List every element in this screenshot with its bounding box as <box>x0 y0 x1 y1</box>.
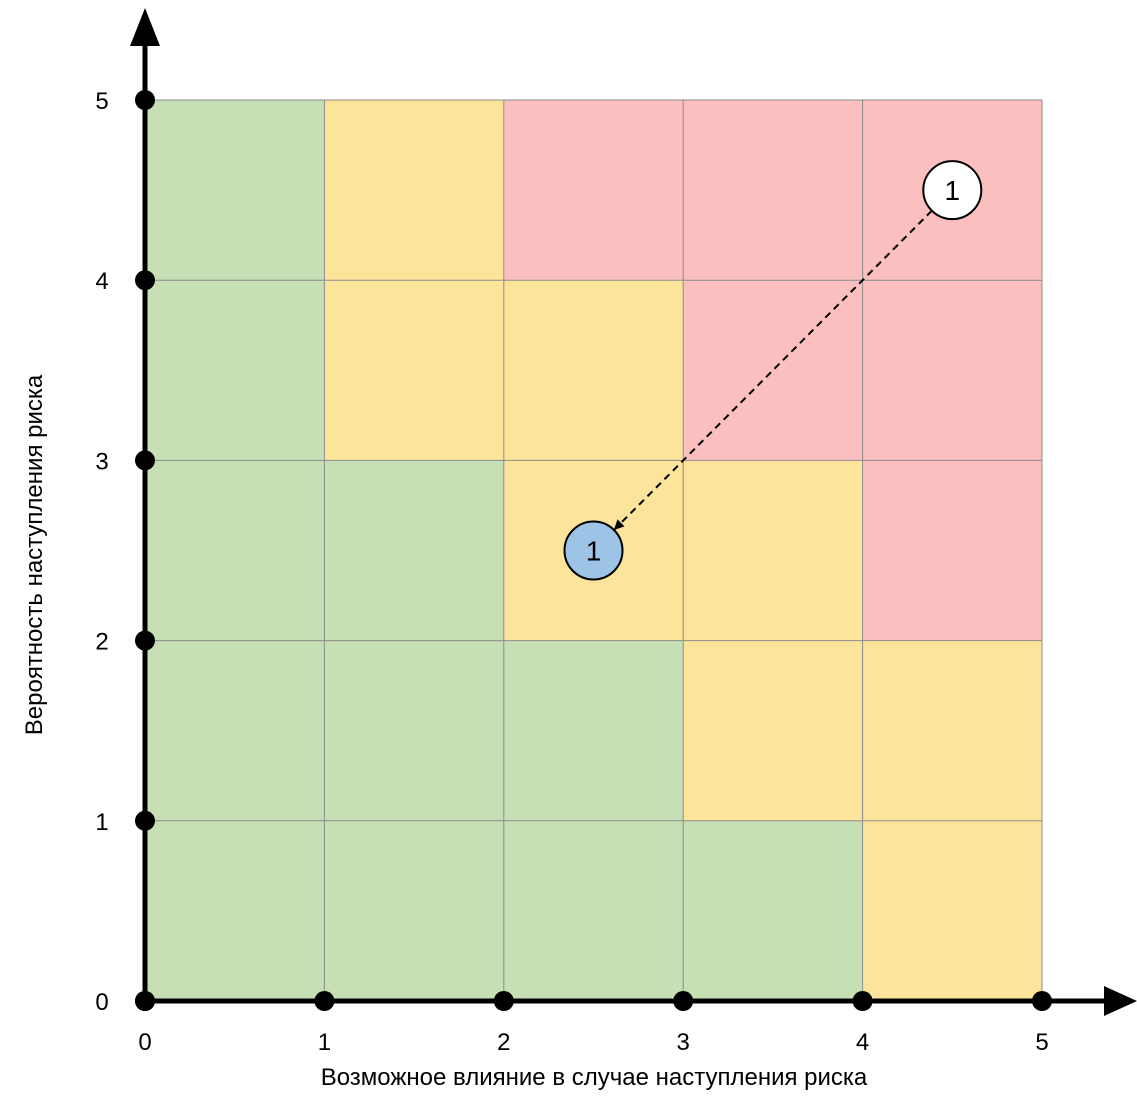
y-tick-label: 5 <box>95 88 108 115</box>
x-tick-label: 2 <box>497 1029 510 1056</box>
cell-red <box>862 460 1042 641</box>
x-tick-label: 0 <box>138 1029 151 1056</box>
x-tick-label: 4 <box>856 1029 869 1056</box>
y-tick-dot <box>135 991 155 1011</box>
risk-cells <box>145 100 1042 1001</box>
cell-red <box>862 280 1042 461</box>
cell-green <box>145 640 325 821</box>
x-tick-dot <box>852 991 873 1011</box>
cell-yellow <box>324 280 504 461</box>
y-axis-arrowhead <box>130 8 160 46</box>
x-axis-arrowhead <box>1104 986 1137 1016</box>
x-tick-label: 1 <box>318 1029 331 1056</box>
cell-green <box>145 100 325 281</box>
transition-arrow-layer <box>613 209 933 530</box>
cell-green <box>145 280 325 461</box>
tick-labels: 0 1 2 3 4 5 0 1 2 3 4 5 <box>95 88 1048 1056</box>
x-tick-label: 5 <box>1035 1029 1048 1056</box>
cell-yellow <box>324 100 504 281</box>
y-tick-dot <box>135 810 155 831</box>
y-tick-label: 0 <box>95 989 108 1016</box>
transition-arrow <box>613 209 933 530</box>
cell-green <box>683 820 863 1001</box>
risk-markers: 11 <box>563 160 983 581</box>
cell-green <box>503 640 684 821</box>
x-tick-dot <box>673 991 694 1011</box>
y-tick-label: 1 <box>95 809 108 836</box>
y-tick-label: 4 <box>95 268 108 295</box>
axes <box>130 8 1137 1016</box>
cell-yellow <box>683 460 863 641</box>
cell-red <box>503 100 684 281</box>
grid-lines <box>144 99 1043 1002</box>
y-tick-dot <box>135 270 155 291</box>
cell-yellow <box>503 280 684 461</box>
cell-red <box>683 280 863 461</box>
cell-green <box>503 820 684 1001</box>
risk-marker-label: 1 <box>945 175 961 206</box>
y-tick-dot <box>135 90 155 110</box>
y-axis-title: Вероятность наступления риска <box>21 374 48 735</box>
x-axis-title: Возможное влияние в случае наступления р… <box>321 1064 868 1091</box>
y-tick-dot <box>135 450 155 471</box>
risk-marker-label: 1 <box>586 536 602 567</box>
cell-red <box>683 100 863 281</box>
cell-green <box>324 640 504 821</box>
y-tick-label: 3 <box>95 448 108 475</box>
cell-yellow <box>862 820 1042 1001</box>
cell-yellow <box>862 640 1042 821</box>
cell-green <box>324 460 504 641</box>
x-tick-dot <box>493 991 514 1011</box>
x-tick-label: 3 <box>677 1029 690 1056</box>
risk-marker-after: 1 <box>563 520 624 581</box>
y-tick-label: 2 <box>95 629 108 656</box>
cell-green <box>324 820 504 1001</box>
y-tick-dot <box>135 630 155 651</box>
risk-marker-circle <box>563 520 624 581</box>
x-tick-dot <box>314 991 335 1011</box>
cell-yellow <box>683 640 863 821</box>
x-tick-dot <box>1032 991 1052 1011</box>
cell-green <box>145 820 325 1001</box>
risk-marker-circle <box>922 160 983 221</box>
cell-green <box>145 460 325 641</box>
risk-marker-before: 1 <box>922 160 983 221</box>
